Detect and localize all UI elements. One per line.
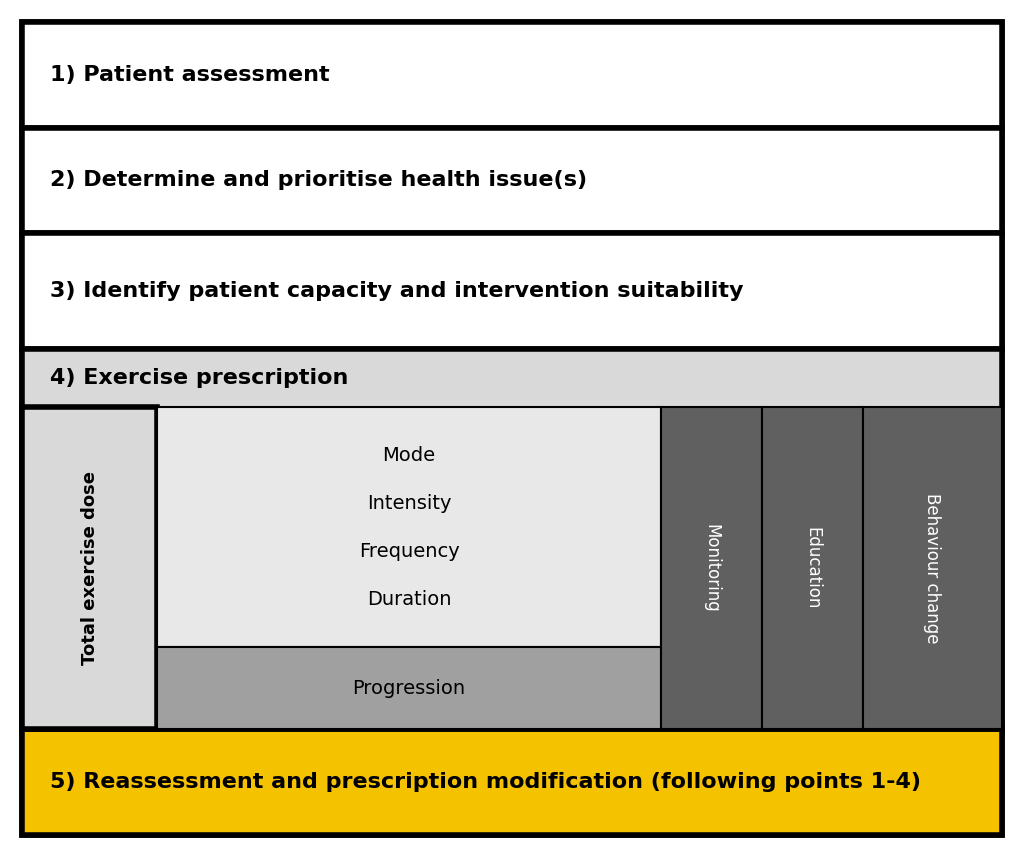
Bar xyxy=(22,22,1002,128)
Text: 2) Determine and prioritise health issue(s): 2) Determine and prioritise health issue… xyxy=(50,171,587,190)
Text: 1) Patient assessment: 1) Patient assessment xyxy=(50,65,330,85)
Bar xyxy=(158,407,660,647)
Text: Frequency: Frequency xyxy=(358,542,460,560)
Bar xyxy=(22,233,1002,350)
Text: Mode: Mode xyxy=(383,446,435,464)
Bar xyxy=(22,407,158,729)
Text: Intensity: Intensity xyxy=(367,494,452,512)
Text: Progression: Progression xyxy=(352,679,466,698)
Bar xyxy=(22,350,1002,729)
Text: Education: Education xyxy=(804,527,821,609)
Bar xyxy=(863,407,1002,729)
Bar xyxy=(158,647,660,729)
Bar xyxy=(22,128,1002,233)
Bar xyxy=(660,407,762,729)
Text: Behaviour change: Behaviour change xyxy=(924,493,941,644)
Text: 3) Identify patient capacity and intervention suitability: 3) Identify patient capacity and interve… xyxy=(50,281,743,302)
Text: 4) Exercise prescription: 4) Exercise prescription xyxy=(50,369,348,388)
Text: Duration: Duration xyxy=(367,590,452,608)
Text: Monitoring: Monitoring xyxy=(702,524,721,613)
Text: Total exercise dose: Total exercise dose xyxy=(81,471,98,665)
Bar xyxy=(22,729,1002,835)
Bar xyxy=(762,407,863,729)
Text: 5) Reassessment and prescription modification (following points 1-4): 5) Reassessment and prescription modific… xyxy=(50,772,921,792)
